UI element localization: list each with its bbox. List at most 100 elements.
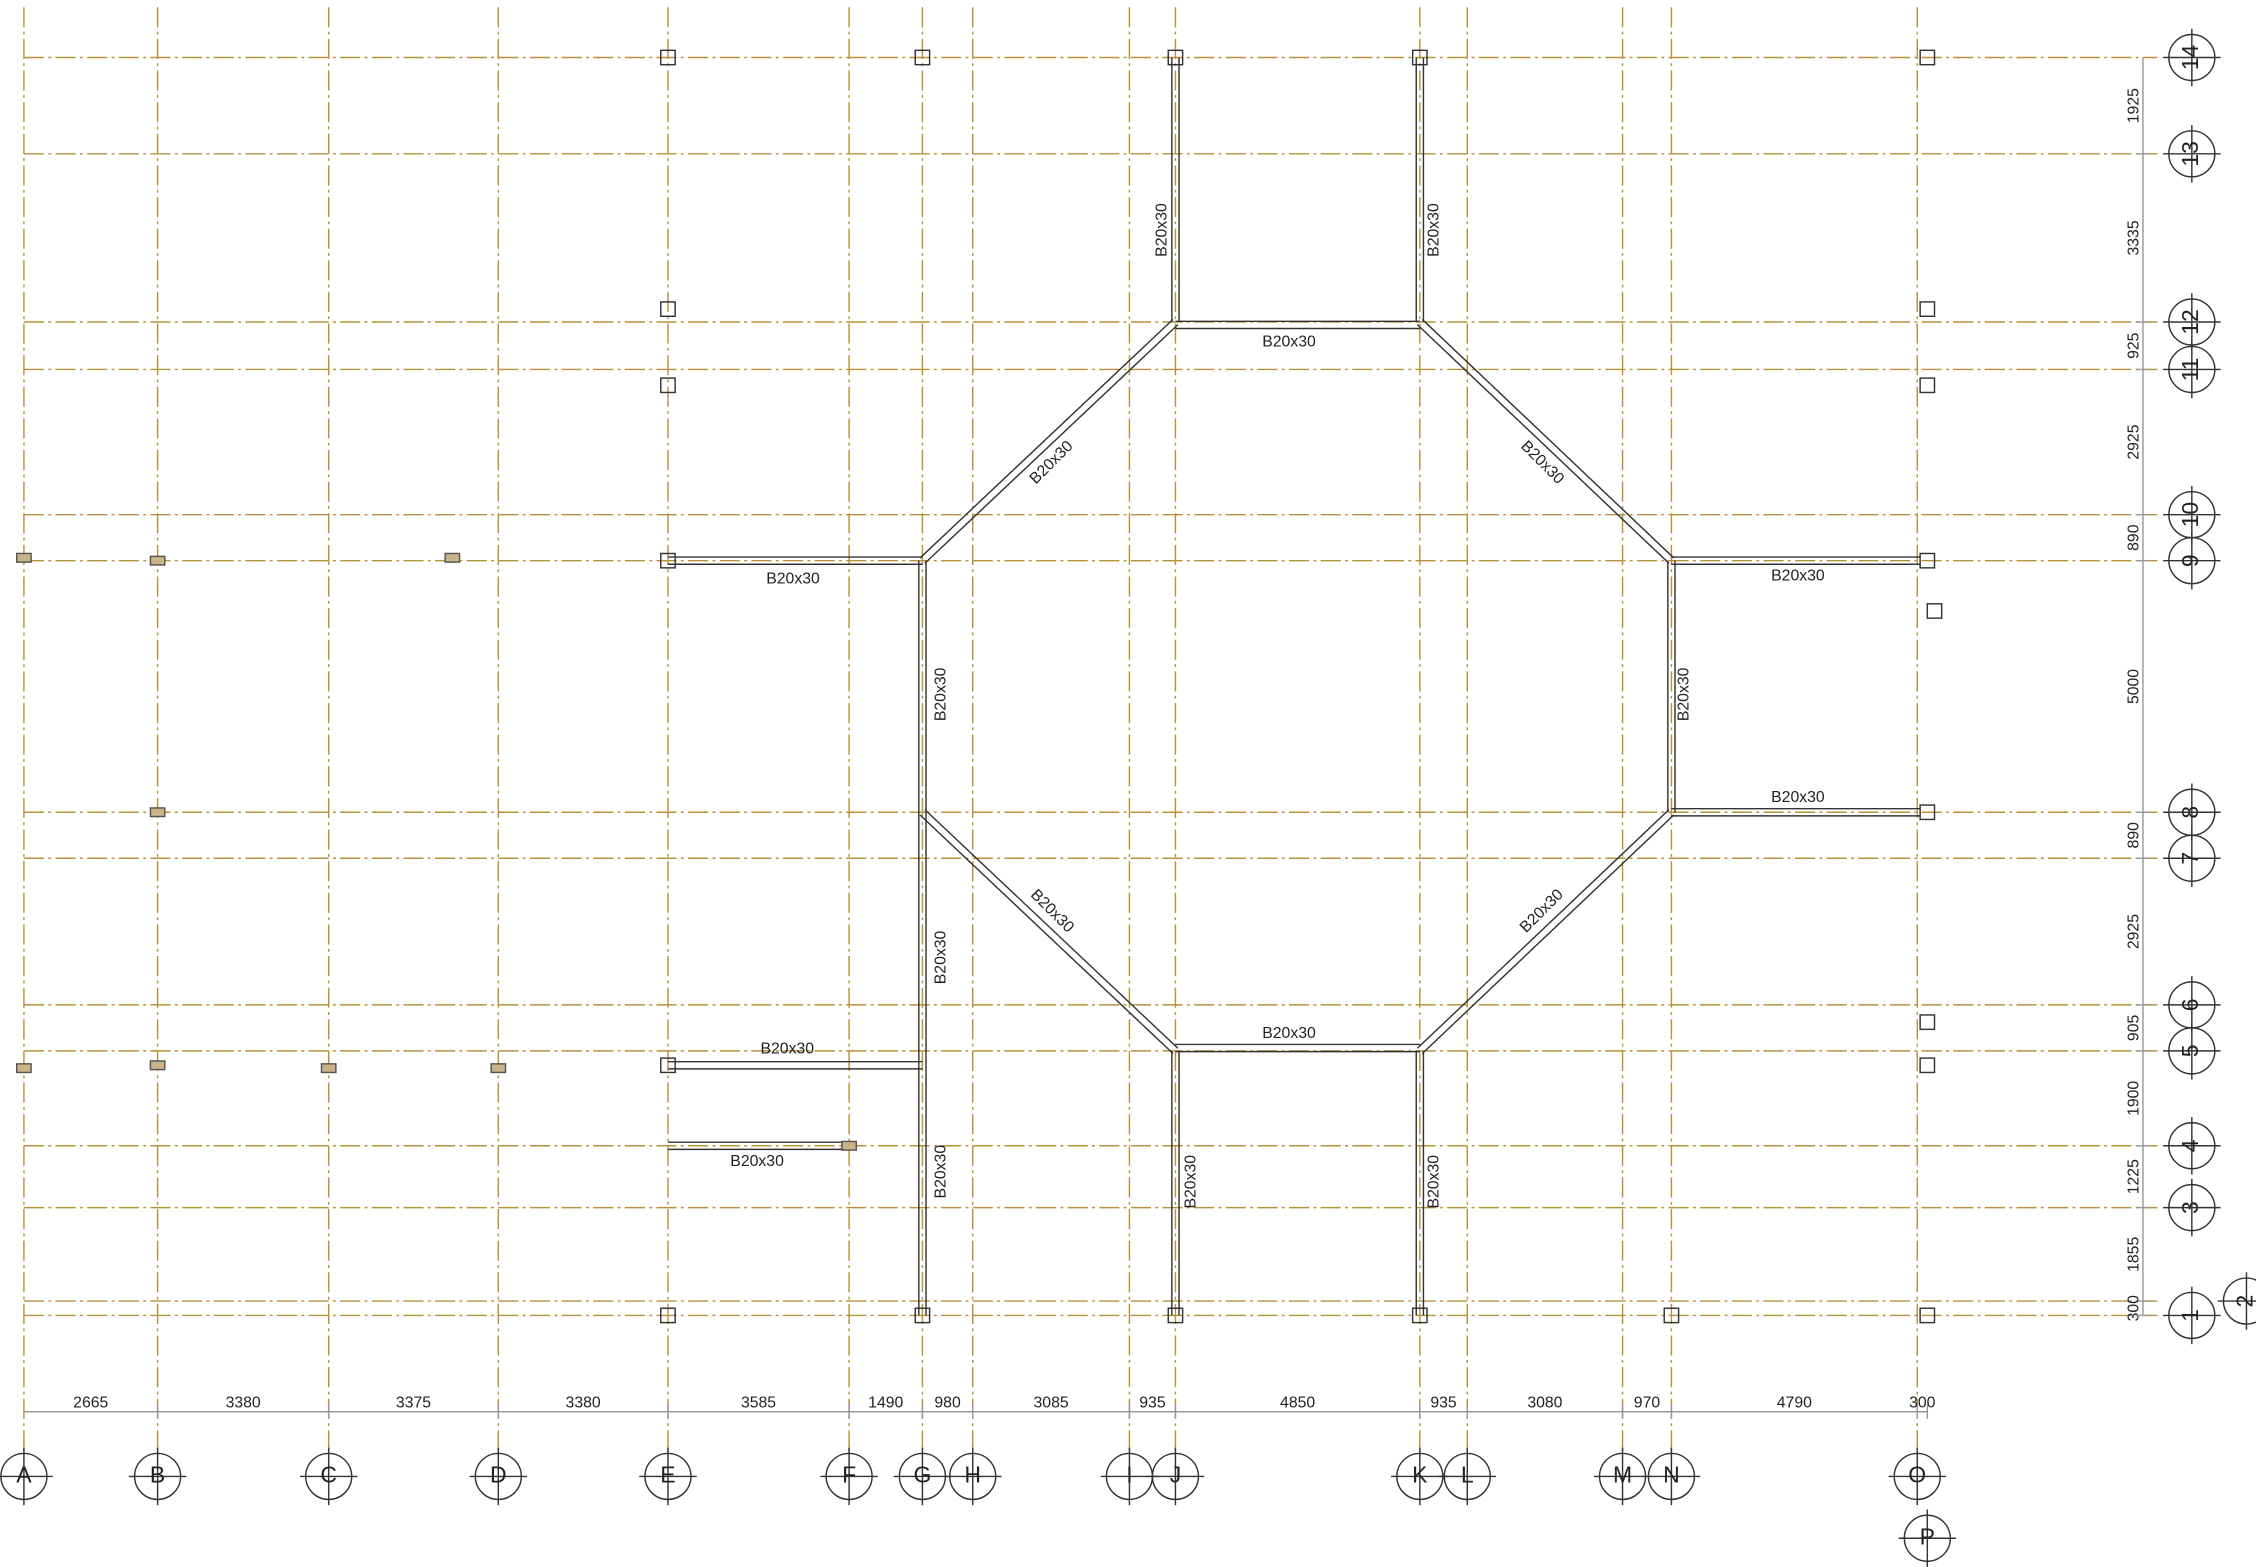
- beam-label: B20x30: [1425, 1155, 1442, 1209]
- dimension: 3080: [1527, 1394, 1562, 1411]
- column-label: N: [1663, 1462, 1680, 1488]
- dimension: 925: [2126, 332, 2143, 359]
- dimension: 300: [2126, 1295, 2143, 1322]
- row-label: 6: [2177, 998, 2203, 1011]
- beam-label: B20x30: [1676, 667, 1693, 721]
- beam-label: B20x30: [760, 1041, 814, 1058]
- beam-label: B20x30: [1154, 203, 1171, 257]
- beam-label: B20x30: [1027, 438, 1077, 488]
- beam-label: B20x30: [1771, 789, 1825, 806]
- beam-label: B20x30: [1517, 438, 1567, 488]
- beam-edge: [1416, 324, 1670, 564]
- row-label: 11: [2177, 358, 2203, 382]
- row-label: 13: [2177, 141, 2203, 167]
- row-label: 8: [2177, 806, 2203, 819]
- dimension: 1225: [2126, 1159, 2143, 1194]
- column: [914, 49, 931, 66]
- column: [1919, 1014, 1936, 1031]
- stub: [841, 1140, 858, 1151]
- beam-edge: [924, 809, 1179, 1049]
- beam-label: B20x30: [932, 667, 949, 721]
- stub: [444, 552, 461, 563]
- row-label: 10: [2177, 502, 2203, 528]
- beam-label: B20x30: [766, 571, 820, 588]
- column-label: E: [660, 1462, 675, 1488]
- dimension: 4850: [1280, 1394, 1315, 1411]
- dimension: 4790: [1777, 1394, 1812, 1411]
- dimension: 1855: [2126, 1237, 2143, 1272]
- dimension: 970: [1634, 1394, 1661, 1411]
- column-label: J: [1170, 1462, 1182, 1488]
- beam-label: B20x30: [1425, 203, 1442, 257]
- row-label: 5: [2177, 1044, 2203, 1057]
- stub: [320, 1063, 337, 1074]
- column-label: O: [1908, 1462, 1926, 1488]
- stub: [490, 1063, 507, 1074]
- dimension: 3585: [741, 1394, 776, 1411]
- column-label: I: [1126, 1462, 1132, 1488]
- dimension: 300: [1909, 1394, 1936, 1411]
- beam-label: B20x30: [932, 930, 949, 984]
- row-label: 12: [2177, 309, 2203, 335]
- dimension: 905: [2126, 1015, 2143, 1042]
- column: [1167, 1307, 1184, 1324]
- column: [1919, 301, 1936, 317]
- column: [1167, 49, 1184, 66]
- beam-label: B20x30: [1771, 568, 1825, 585]
- stub: [16, 1063, 32, 1074]
- column: [660, 49, 676, 66]
- dimension: 1925: [2126, 88, 2143, 123]
- column: [660, 377, 676, 394]
- beam-edge: [919, 318, 1174, 559]
- column: [660, 1057, 676, 1074]
- column-label: C: [320, 1462, 337, 1488]
- dimension: 3085: [1034, 1394, 1069, 1411]
- column-label: G: [913, 1462, 931, 1488]
- row-label: 1: [2177, 1309, 2203, 1322]
- row-label: 14: [2177, 45, 2203, 71]
- beam-edge: [1416, 809, 1670, 1049]
- beam-label: B20x30: [1517, 886, 1567, 936]
- dimension: 890: [2126, 822, 2143, 849]
- dimension: 2925: [2126, 424, 2143, 459]
- column-label: H: [964, 1462, 981, 1488]
- column: [1411, 1307, 1428, 1324]
- beam-label: B20x30: [932, 1145, 949, 1199]
- row-label: 7: [2177, 852, 2203, 865]
- column: [1919, 1307, 1936, 1324]
- column-label: B: [150, 1462, 165, 1488]
- stub: [149, 555, 166, 566]
- column: [1919, 1057, 1936, 1074]
- dimension: 1900: [2126, 1081, 2143, 1116]
- dimension: 2925: [2126, 914, 2143, 949]
- column: [660, 1307, 676, 1324]
- dimension: 935: [1430, 1394, 1457, 1411]
- beam-label: B20x30: [1182, 1155, 1199, 1209]
- column-label: A: [16, 1462, 32, 1488]
- stub: [149, 807, 166, 818]
- dimension: 890: [2126, 524, 2143, 551]
- dimension: 1490: [868, 1394, 903, 1411]
- column: [660, 301, 676, 317]
- column-label: L: [1461, 1462, 1474, 1488]
- row-label: 2: [2232, 1295, 2256, 1308]
- beam-edge: [1421, 318, 1675, 559]
- dimension: 2665: [73, 1394, 108, 1411]
- column: [660, 552, 676, 569]
- column: [1919, 804, 1936, 821]
- column: [1411, 49, 1428, 66]
- column: [1926, 603, 1943, 619]
- dimension: 3335: [2126, 220, 2143, 255]
- column-label: F: [842, 1462, 856, 1488]
- column: [1919, 377, 1936, 394]
- dimension: 980: [934, 1394, 961, 1411]
- dimension: 3375: [396, 1394, 431, 1411]
- column: [1663, 1307, 1680, 1324]
- row-label: 9: [2177, 554, 2203, 567]
- beam-edge: [924, 324, 1179, 564]
- column-label: K: [1412, 1462, 1428, 1488]
- column-label: P: [1920, 1523, 1935, 1549]
- dimension: 3380: [566, 1394, 601, 1411]
- column: [914, 1307, 931, 1324]
